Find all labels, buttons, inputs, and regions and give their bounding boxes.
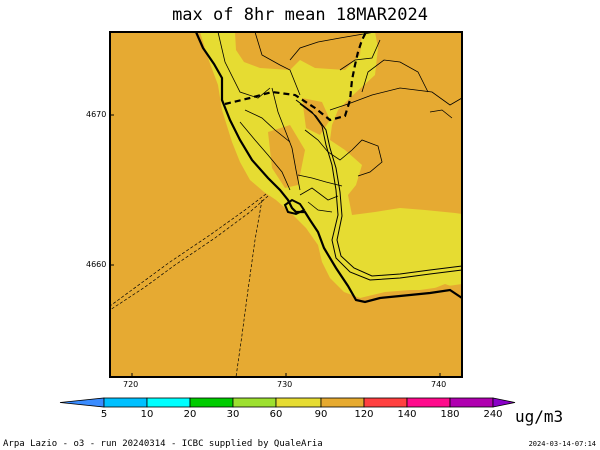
x-tick-label: 740 (431, 380, 447, 389)
colorbar-tick-label: 20 (183, 409, 197, 420)
colorbar-tick-label: 140 (397, 409, 417, 420)
colorbar-arrow-high (492, 397, 516, 408)
x-tick-label: 720 (123, 380, 139, 389)
x-tick-label: 730 (277, 380, 293, 389)
colorbar-segment (189, 397, 234, 408)
colorbar-tick-label: 240 (483, 409, 503, 420)
colorbar-tick-label: 5 (100, 409, 108, 420)
colorbar-tick-label: 180 (440, 409, 460, 420)
colorbar-segment (275, 397, 322, 408)
footer-credits: Arpa Lazio - o3 - run 20240314 - ICBC su… (3, 439, 323, 449)
colorbar-tick-label: 90 (314, 409, 328, 420)
colorbar-segment (146, 397, 191, 408)
sea-routes (109, 193, 269, 378)
axis-ticks (110, 114, 441, 377)
map-title: max of 8hr mean 18MAR2024 (172, 5, 428, 25)
admin-boundaries (217, 31, 463, 213)
colorbar-tick-label: 30 (226, 409, 240, 420)
ozone-pocket-inland (268, 125, 305, 188)
river-highway (295, 99, 463, 281)
colorbar-arrow-low (59, 397, 105, 408)
y-tick-label: 4670 (86, 110, 107, 119)
footer-timestamp: 2024-03-14-07:14 (528, 440, 596, 448)
unit-label: ug/m3 (515, 407, 564, 426)
colorbar-segment (363, 397, 408, 408)
colorbar-segment (406, 397, 451, 408)
colorbar-segment (320, 397, 365, 408)
colorbar-segment (103, 397, 148, 408)
city-center-blob (283, 198, 306, 216)
y-tick-label: 4660 (86, 260, 107, 269)
colorbar-segment (449, 397, 494, 408)
colorbar-segment (232, 397, 277, 408)
colorbar-tick-label: 10 (140, 409, 154, 420)
colorbar-tick-label: 120 (354, 409, 374, 420)
regional-border (224, 31, 367, 122)
colorbar (59, 397, 516, 408)
colorbar-tick-label: 60 (269, 409, 283, 420)
ozone-band-90-120 (200, 32, 462, 298)
